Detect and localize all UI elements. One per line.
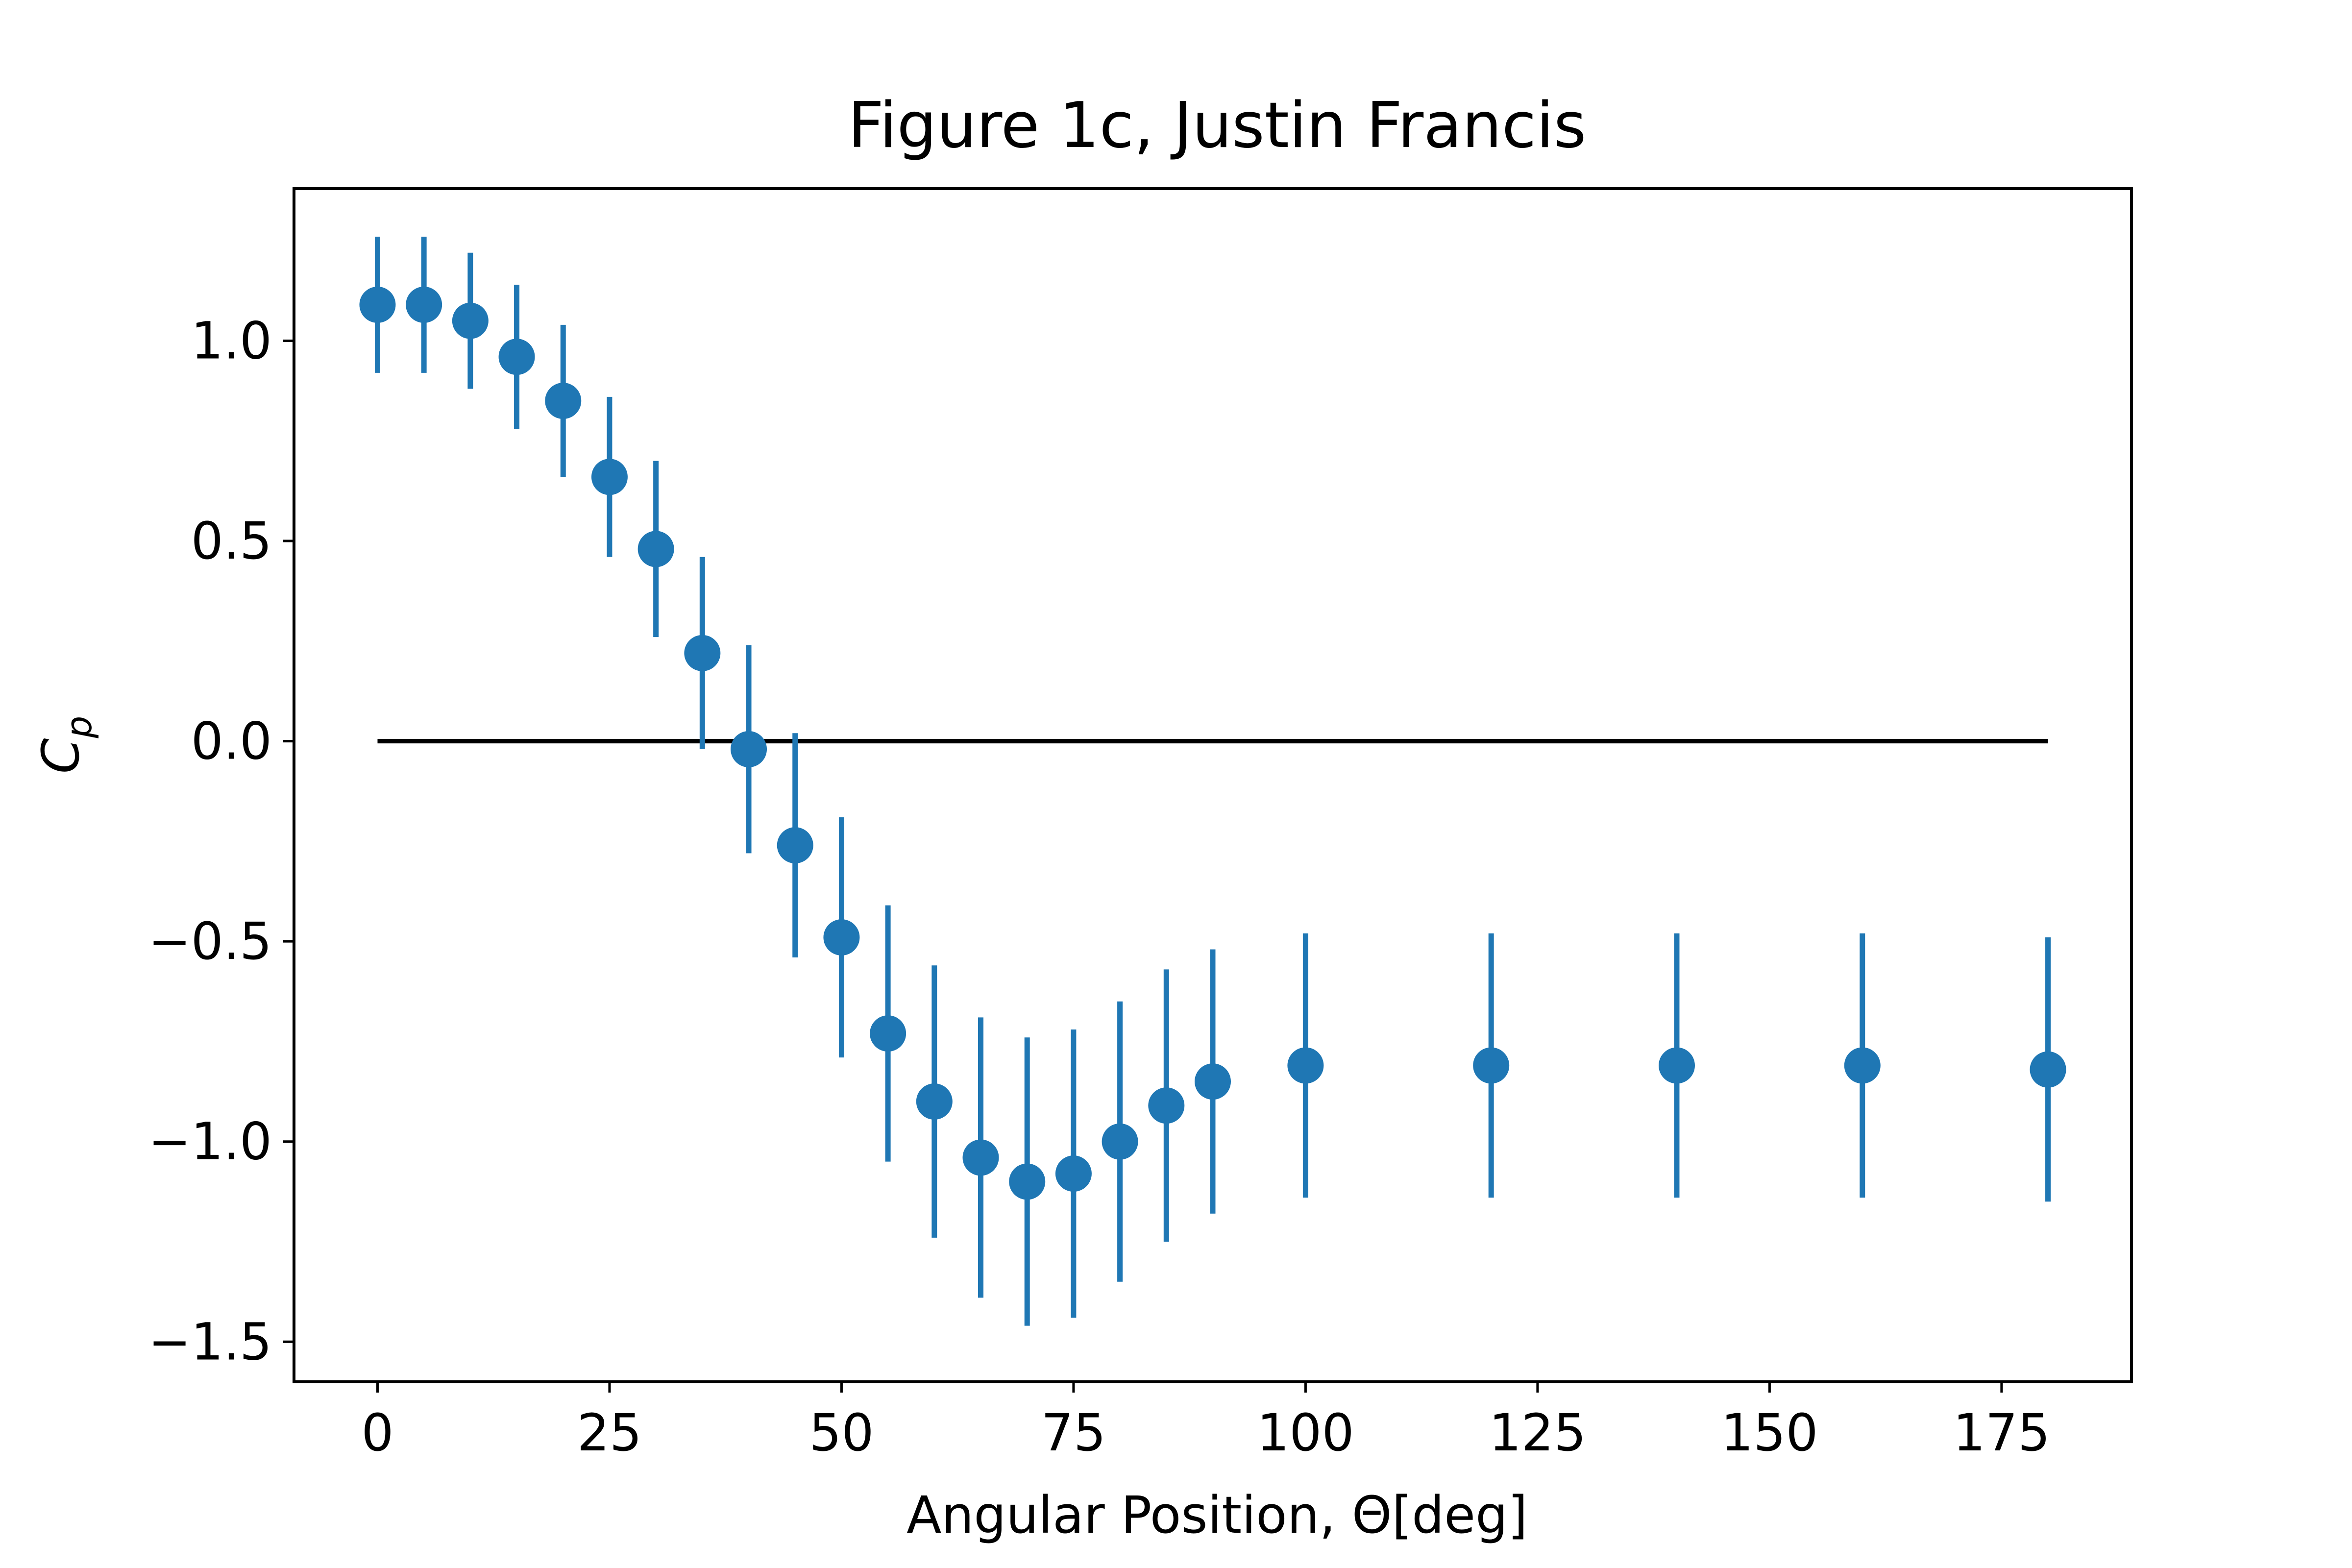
- y-axis: 1.0 0.5 0.0 −0.5 −1.0 −1.5: [148, 311, 294, 1372]
- y-tick-label: 0.0: [191, 711, 272, 771]
- data-point: [1102, 1123, 1138, 1160]
- y-tick-label: −0.5: [148, 911, 272, 971]
- data-point: [1844, 1047, 1881, 1084]
- x-tick-label: 175: [1953, 1403, 2051, 1463]
- chart-title: Figure 1c, Justin Francis: [848, 89, 1587, 162]
- y-tick-label: 0.5: [191, 511, 272, 571]
- data-point: [823, 919, 860, 956]
- y-axis-label-subscript: p: [58, 716, 99, 739]
- data-point: [498, 339, 535, 375]
- data-point: [452, 302, 489, 339]
- data-point: [1473, 1047, 1510, 1084]
- data-point: [1195, 1063, 1231, 1100]
- data-point: [870, 1015, 906, 1052]
- data-point: [1009, 1163, 1046, 1200]
- data-point: [962, 1139, 999, 1176]
- plot-area: [359, 237, 2066, 1326]
- y-tick-label: −1.0: [148, 1112, 272, 1172]
- data-point: [1148, 1087, 1185, 1124]
- x-axis-label: Angular Position, Θ[deg]: [906, 1485, 1528, 1545]
- data-point: [916, 1083, 953, 1120]
- x-tick-label: 125: [1489, 1403, 1587, 1463]
- x-axis: 0 25 50 75 100 125 150 175: [361, 1382, 2050, 1463]
- data-point: [406, 286, 442, 323]
- y-tick-label: −1.5: [148, 1312, 272, 1372]
- x-tick-label: 50: [809, 1403, 874, 1463]
- y-axis-label-main: C: [31, 738, 91, 774]
- data-point: [2030, 1051, 2066, 1088]
- data-point: [777, 827, 813, 864]
- y-axis-label: Cp: [31, 716, 99, 774]
- plot-frame: [293, 187, 2133, 1383]
- data-point: [637, 531, 674, 567]
- data-point: [1287, 1047, 1324, 1084]
- data-point: [1658, 1047, 1695, 1084]
- x-tick-label: 150: [1721, 1403, 1818, 1463]
- data-point: [684, 635, 721, 671]
- data-point: [545, 383, 582, 419]
- data-point: [359, 286, 396, 323]
- data-point: [591, 459, 628, 495]
- x-tick-label: 0: [361, 1403, 393, 1463]
- data-point: [731, 731, 767, 767]
- x-tick-label: 25: [577, 1403, 642, 1463]
- x-tick-label: 75: [1041, 1403, 1106, 1463]
- data-point: [1055, 1155, 1092, 1192]
- y-tick-label: 1.0: [191, 311, 272, 371]
- x-tick-label: 100: [1257, 1403, 1354, 1463]
